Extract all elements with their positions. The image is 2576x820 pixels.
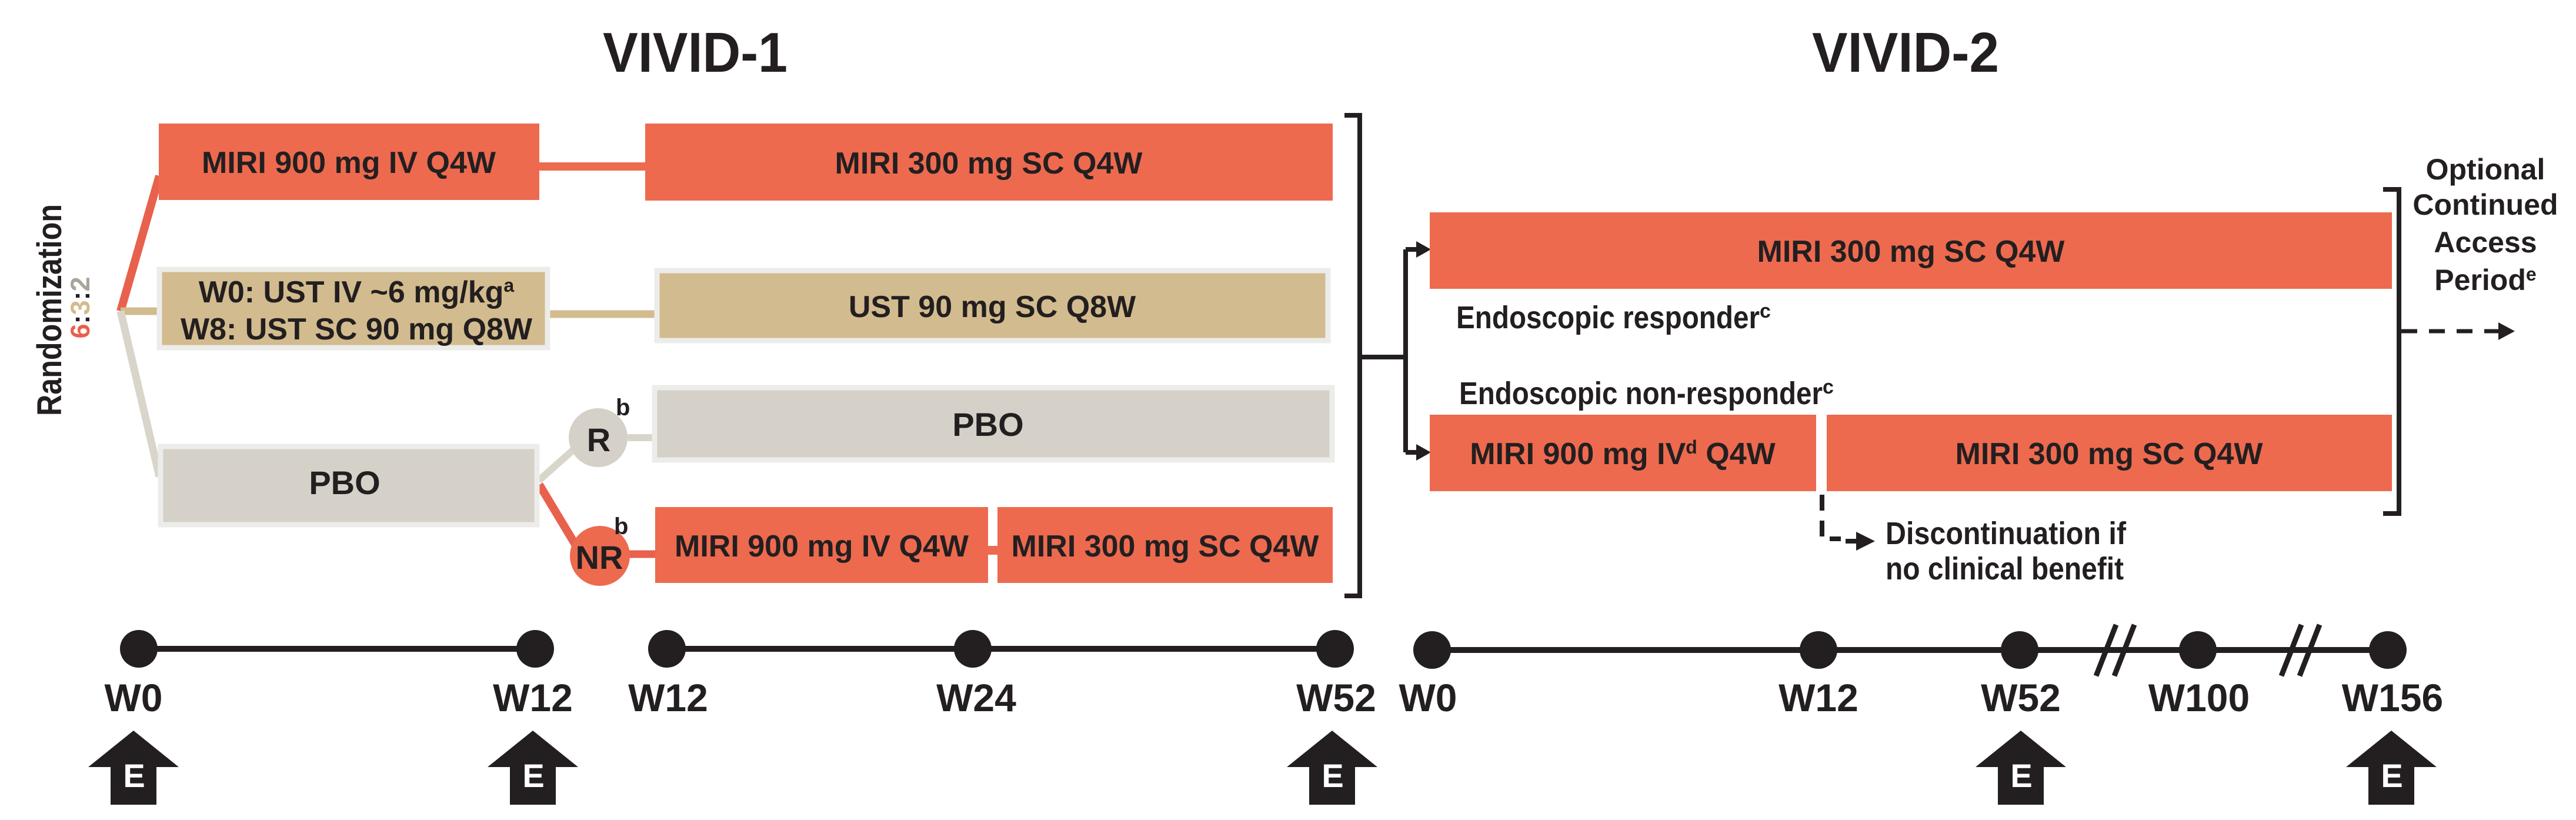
svg-text:VIVID-1: VIVID-1 [603, 21, 788, 84]
svg-text:MIRI 900 mg IV Q4W: MIRI 900 mg IV Q4W [202, 146, 496, 180]
svg-text:MIRI 300 mg SC Q4W: MIRI 300 mg SC Q4W [1757, 235, 2066, 269]
svg-text:R: R [587, 421, 610, 458]
svg-text:W12: W12 [493, 676, 573, 719]
svg-text:Endoscopic non-responderc: Endoscopic non-responderc [1459, 376, 1834, 411]
svg-text:W8: UST SC 90 mg Q8W: W8: UST SC 90 mg Q8W [181, 312, 533, 346]
svg-text:W12: W12 [628, 676, 708, 719]
svg-text:E: E [123, 757, 145, 794]
svg-text:MIRI 300 mg SC Q4W: MIRI 300 mg SC Q4W [1956, 437, 2264, 471]
svg-text:W52: W52 [1296, 676, 1376, 719]
svg-text:W24: W24 [936, 676, 1016, 719]
svg-text:W156: W156 [2342, 676, 2443, 719]
svg-text:W0: W0 [105, 676, 163, 719]
svg-text:Continued: Continued [2413, 188, 2558, 221]
svg-text:b: b [616, 395, 630, 421]
svg-text:VIVID-2: VIVID-2 [1812, 21, 1999, 84]
svg-text:E: E [2381, 757, 2403, 794]
svg-text:PBO: PBO [952, 406, 1023, 443]
svg-text:Randomization: Randomization [31, 204, 69, 416]
svg-text:NR: NR [576, 539, 623, 576]
svg-text:W12: W12 [1778, 676, 1858, 719]
svg-text:E: E [1322, 757, 1343, 794]
svg-text:6:3:2: 6:3:2 [65, 276, 95, 338]
svg-text:W0: W0 [1399, 676, 1457, 719]
svg-text:Access: Access [2434, 226, 2537, 259]
svg-text:E: E [522, 757, 544, 794]
svg-text:Periode: Periode [2434, 264, 2536, 296]
svg-text:MIRI 900 mg IVd Q4W: MIRI 900 mg IVd Q4W [1470, 436, 1776, 471]
svg-text:Discontinuation if: Discontinuation if [1886, 516, 2127, 551]
svg-text:MIRI 300 mg SC Q4W: MIRI 300 mg SC Q4W [835, 146, 1143, 181]
svg-text:no clinical benefit: no clinical benefit [1886, 551, 2124, 586]
svg-text:PBO: PBO [309, 464, 380, 501]
svg-text:Optional: Optional [2426, 153, 2545, 186]
svg-text:UST 90 mg SC Q8W: UST 90 mg SC Q8W [849, 290, 1136, 324]
svg-text:MIRI 300 mg SC Q4W: MIRI 300 mg SC Q4W [1012, 529, 1320, 564]
svg-text:W100: W100 [2148, 676, 2250, 719]
svg-text:W0: UST IV ~6 mg/kga: W0: UST IV ~6 mg/kga [199, 275, 515, 309]
svg-text:b: b [614, 514, 628, 539]
svg-text:Endoscopic responderc: Endoscopic responderc [1456, 300, 1771, 335]
svg-text:MIRI 900 mg IV Q4W: MIRI 900 mg IV Q4W [675, 529, 969, 564]
svg-text:W52: W52 [1981, 676, 2061, 719]
svg-text:E: E [2010, 757, 2032, 794]
